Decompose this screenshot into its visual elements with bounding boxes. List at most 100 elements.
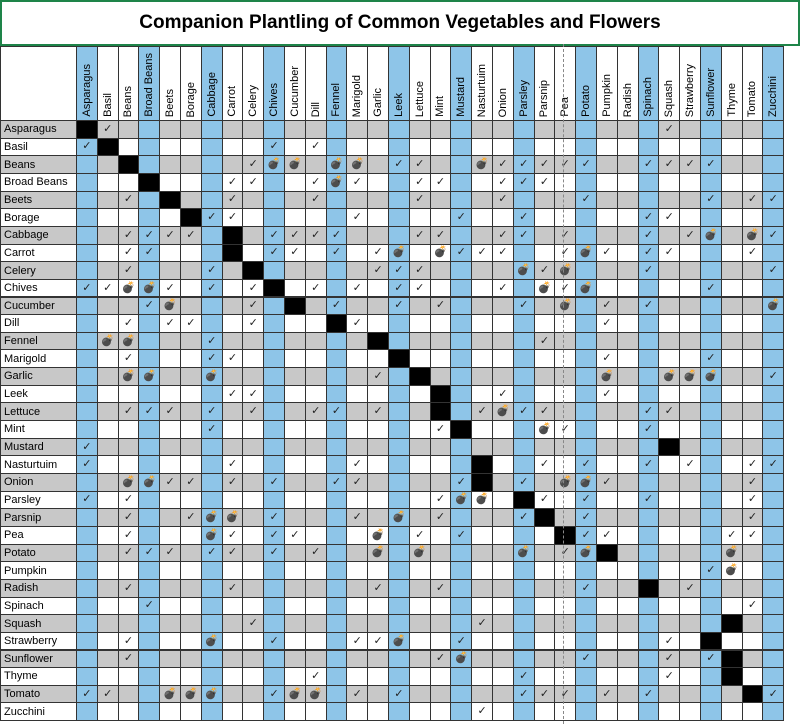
- grid-cell[interactable]: [637, 314, 660, 333]
- grid-cell[interactable]: ✓: [762, 367, 785, 386]
- grid-cell[interactable]: ✓: [492, 225, 514, 245]
- grid-cell[interactable]: [159, 455, 181, 474]
- grid-cell[interactable]: ✓: [200, 349, 223, 369]
- grid-cell[interactable]: [471, 578, 493, 598]
- grid-cell[interactable]: [741, 331, 764, 351]
- grid-cell[interactable]: ✓: [512, 208, 535, 227]
- col-header-beans[interactable]: Beans: [117, 46, 140, 121]
- grid-cell[interactable]: 💣: [575, 243, 597, 263]
- grid-cell[interactable]: [284, 367, 306, 386]
- grid-cell[interactable]: [180, 543, 202, 563]
- grid-cell[interactable]: [450, 508, 473, 527]
- grid-cell[interactable]: [388, 543, 410, 563]
- grid-cell[interactable]: [96, 455, 119, 474]
- grid-cell[interactable]: [450, 155, 473, 174]
- grid-cell[interactable]: [492, 561, 514, 580]
- grid-cell[interactable]: [242, 525, 265, 545]
- grid-cell[interactable]: [616, 455, 639, 474]
- grid-cell[interactable]: ✓: [117, 508, 140, 527]
- grid-cell[interactable]: [304, 525, 327, 545]
- grid-cell[interactable]: [138, 137, 161, 157]
- grid-cell[interactable]: [96, 402, 119, 422]
- grid-cell[interactable]: [575, 702, 597, 722]
- grid-cell[interactable]: [492, 420, 514, 439]
- grid-cell[interactable]: [96, 490, 119, 510]
- grid-cell[interactable]: ✓: [700, 649, 722, 669]
- row-header-mint[interactable]: Mint: [0, 420, 77, 439]
- grid-cell[interactable]: [325, 349, 348, 369]
- grid-cell[interactable]: [242, 120, 265, 139]
- grid-cell[interactable]: [325, 208, 348, 227]
- grid-cell[interactable]: ✓: [741, 490, 764, 510]
- grid-cell[interactable]: [284, 278, 306, 298]
- grid-cell[interactable]: [221, 120, 244, 139]
- grid-cell[interactable]: [221, 155, 244, 174]
- grid-cell[interactable]: [284, 349, 306, 369]
- grid-cell[interactable]: ✓: [200, 278, 223, 298]
- grid-cell[interactable]: [533, 120, 556, 139]
- grid-cell[interactable]: [596, 667, 618, 686]
- grid-cell[interactable]: [408, 437, 431, 457]
- grid-cell[interactable]: [720, 455, 743, 474]
- grid-cell[interactable]: [367, 508, 389, 527]
- grid-cell[interactable]: [720, 420, 743, 439]
- grid-cell[interactable]: [492, 614, 514, 633]
- grid-cell[interactable]: [700, 384, 722, 404]
- grid-cell[interactable]: [741, 437, 764, 457]
- grid-cell[interactable]: ✓: [596, 314, 618, 333]
- grid-cell[interactable]: [512, 455, 535, 474]
- grid-cell[interactable]: ✓: [221, 578, 244, 598]
- grid-cell[interactable]: [159, 631, 181, 651]
- col-header-leek[interactable]: Leek: [388, 46, 410, 121]
- grid-cell[interactable]: [76, 296, 98, 316]
- grid-cell[interactable]: [450, 455, 473, 474]
- grid-cell[interactable]: [242, 631, 265, 651]
- grid-cell[interactable]: [325, 561, 348, 580]
- grid-cell[interactable]: [700, 314, 722, 333]
- grid-cell[interactable]: ✓: [492, 278, 514, 298]
- grid-cell[interactable]: 💣: [200, 367, 223, 386]
- grid-cell[interactable]: ✓: [388, 261, 410, 280]
- row-header-asparagus[interactable]: Asparagus: [0, 120, 77, 139]
- grid-cell[interactable]: 💣: [658, 367, 681, 386]
- grid-cell[interactable]: [741, 702, 764, 722]
- grid-cell[interactable]: [679, 437, 701, 457]
- grid-cell[interactable]: ✓: [346, 208, 369, 227]
- grid-cell[interactable]: [325, 137, 348, 157]
- grid-cell[interactable]: [367, 278, 389, 298]
- grid-cell[interactable]: [242, 702, 265, 722]
- grid-cell[interactable]: [450, 702, 473, 722]
- grid-cell[interactable]: [200, 578, 223, 598]
- grid-cell[interactable]: [637, 278, 660, 298]
- col-header-fennel[interactable]: Fennel: [325, 46, 348, 121]
- grid-cell[interactable]: [596, 437, 618, 457]
- grid-cell[interactable]: [117, 614, 140, 633]
- grid-cell[interactable]: [159, 437, 181, 457]
- grid-cell[interactable]: [450, 402, 473, 422]
- grid-cell[interactable]: [575, 384, 597, 404]
- grid-cell[interactable]: [200, 437, 223, 457]
- col-header-marigold[interactable]: Marigold: [346, 46, 369, 121]
- grid-cell[interactable]: [138, 261, 161, 280]
- grid-cell[interactable]: 💣: [180, 684, 202, 704]
- grid-cell[interactable]: ✓: [346, 684, 369, 704]
- grid-cell[interactable]: [263, 596, 285, 616]
- grid-cell[interactable]: [679, 508, 701, 527]
- grid-cell[interactable]: [200, 225, 223, 245]
- grid-cell[interactable]: [76, 261, 98, 280]
- grid-cell[interactable]: [242, 190, 265, 210]
- grid-cell[interactable]: [450, 684, 473, 704]
- grid-cell[interactable]: [512, 631, 535, 651]
- grid-cell[interactable]: [720, 314, 743, 333]
- grid-cell[interactable]: [159, 367, 181, 386]
- grid-cell[interactable]: ✓: [138, 243, 161, 263]
- grid-cell[interactable]: [720, 296, 743, 316]
- grid-cell[interactable]: ✓: [575, 455, 597, 474]
- grid-cell[interactable]: [762, 402, 785, 422]
- grid-cell[interactable]: 💣: [533, 420, 556, 439]
- grid-cell[interactable]: [450, 314, 473, 333]
- grid-cell[interactable]: [180, 455, 202, 474]
- grid-cell[interactable]: ✓: [346, 314, 369, 333]
- grid-cell[interactable]: [533, 190, 556, 210]
- grid-cell[interactable]: ✓: [596, 384, 618, 404]
